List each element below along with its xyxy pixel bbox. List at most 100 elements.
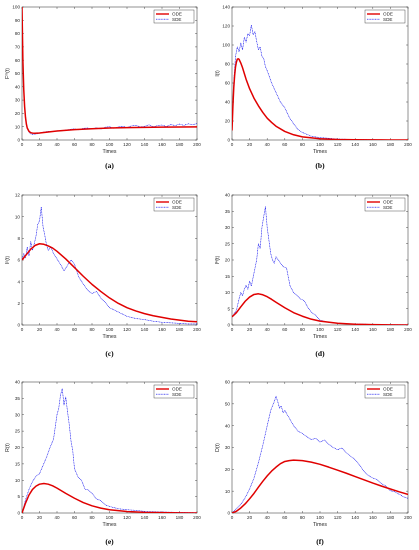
x-tick-label: 200 — [193, 327, 201, 332]
x-tick-label: 200 — [404, 515, 412, 520]
panel-label: (e) — [105, 537, 114, 546]
y-tick-label: 40 — [225, 193, 231, 198]
y-tick-label: 5 — [17, 494, 20, 499]
x-tick-label: 60 — [72, 142, 78, 147]
x-axis-label: Times — [103, 149, 117, 155]
x-tick-label: 200 — [193, 515, 201, 520]
y-tick-label: 0 — [17, 511, 20, 516]
ode-series-line — [232, 58, 408, 140]
x-tick-label: 0 — [21, 142, 24, 147]
y-tick-label: 0 — [227, 138, 230, 143]
x-axis-label: Times — [103, 522, 117, 528]
y-tick-label: 60 — [225, 380, 231, 385]
ode-series-line — [232, 293, 408, 325]
legend-label: ODE — [383, 387, 393, 392]
x-tick-label: 40 — [54, 142, 60, 147]
y-tick-label: 30 — [15, 412, 21, 417]
y-tick-label: 0 — [17, 138, 20, 143]
y-tick-label: 40 — [225, 100, 231, 105]
x-tick-label: 180 — [387, 142, 395, 147]
x-tick-label: 20 — [37, 515, 43, 520]
ode-series-line — [232, 459, 408, 513]
y-tick-label: 35 — [15, 396, 21, 401]
legend-label: SDE — [172, 17, 181, 22]
legend-label: ODE — [172, 387, 182, 392]
chart-panel: 0 20 40 60 80 100 120 140 160 180 200 0 5 10 15 20 25 30 3… — [215, 193, 412, 358]
chart-panel: 0 20 40 60 80 100 120 140 160 180 200 0 2 4 6 8 10 12 Time… — [5, 193, 201, 358]
x-tick-label: 100 — [106, 142, 114, 147]
y-axis-label: Fᵐ(t) — [5, 68, 11, 79]
y-tick-label: 0 — [17, 323, 20, 328]
y-tick-label: 10 — [15, 214, 21, 219]
plot-frame — [21, 6, 198, 141]
plot-frame — [231, 381, 409, 514]
x-tick-label: 100 — [106, 515, 114, 520]
y-axis-label: Iᵖ(t) — [5, 256, 11, 265]
y-tick-label: 10 — [225, 489, 231, 494]
x-axis-label: Times — [313, 149, 327, 155]
y-tick-label: 100 — [12, 5, 20, 10]
x-tick-label: 0 — [21, 327, 24, 332]
y-tick-label: 5 — [227, 306, 230, 311]
y-tick-label: 70 — [15, 45, 21, 50]
y-axis-label: D(t) — [215, 443, 221, 452]
panel-label: (d) — [315, 349, 325, 358]
x-tick-label: 20 — [247, 515, 253, 520]
x-tick-label: 0 — [231, 142, 234, 147]
x-tick-label: 140 — [141, 515, 149, 520]
y-tick-label: 6 — [17, 258, 20, 263]
y-tick-label: 20 — [15, 111, 21, 116]
y-tick-label: 10 — [15, 478, 21, 483]
legend-label: SDE — [383, 392, 392, 397]
x-tick-label: 140 — [141, 327, 149, 332]
y-tick-label: 10 — [225, 290, 231, 295]
sde-series-line — [232, 24, 408, 140]
x-axis-label: Times — [313, 334, 327, 340]
x-tick-label: 120 — [123, 142, 131, 147]
y-tick-label: 50 — [15, 71, 21, 76]
y-tick-label: 60 — [225, 81, 231, 86]
plot-frame — [231, 6, 409, 141]
x-tick-label: 180 — [387, 515, 395, 520]
x-tick-label: 160 — [369, 142, 377, 147]
y-tick-label: 20 — [15, 445, 21, 450]
y-tick-label: 30 — [225, 445, 231, 450]
x-tick-label: 200 — [404, 142, 412, 147]
x-tick-label: 80 — [300, 515, 306, 520]
y-tick-label: 80 — [225, 62, 231, 67]
y-tick-label: 140 — [222, 5, 230, 10]
legend-label: ODE — [172, 200, 182, 205]
y-axis-label: I(t) — [215, 70, 221, 77]
x-tick-label: 100 — [106, 327, 114, 332]
chart-panel: 0 20 40 60 80 100 120 140 160 180 200 0 5 10 15 20 25 30 3… — [5, 380, 201, 546]
y-tick-label: 20 — [225, 119, 231, 124]
panel-label: (b) — [315, 161, 325, 170]
y-tick-label: 90 — [15, 18, 21, 23]
x-tick-label: 120 — [123, 327, 131, 332]
panel-label: (c) — [105, 349, 114, 358]
x-tick-label: 160 — [158, 327, 166, 332]
x-axis-label: Times — [313, 522, 327, 528]
sde-series-line — [232, 206, 408, 325]
y-tick-label: 2 — [17, 301, 20, 306]
legend-label: SDE — [383, 205, 392, 210]
legend-label: ODE — [172, 12, 182, 17]
x-tick-label: 180 — [176, 515, 184, 520]
x-tick-label: 20 — [37, 327, 43, 332]
x-axis-label: Times — [103, 334, 117, 340]
x-tick-label: 0 — [21, 515, 24, 520]
legend-box — [153, 384, 195, 399]
plot-frame — [21, 194, 198, 326]
ode-series-line — [22, 7, 197, 134]
x-tick-label: 40 — [265, 142, 271, 147]
x-tick-label: 100 — [316, 142, 324, 147]
x-tick-label: 180 — [176, 142, 184, 147]
y-tick-label: 50 — [225, 401, 231, 406]
x-tick-label: 80 — [89, 142, 95, 147]
x-tick-label: 20 — [37, 142, 43, 147]
